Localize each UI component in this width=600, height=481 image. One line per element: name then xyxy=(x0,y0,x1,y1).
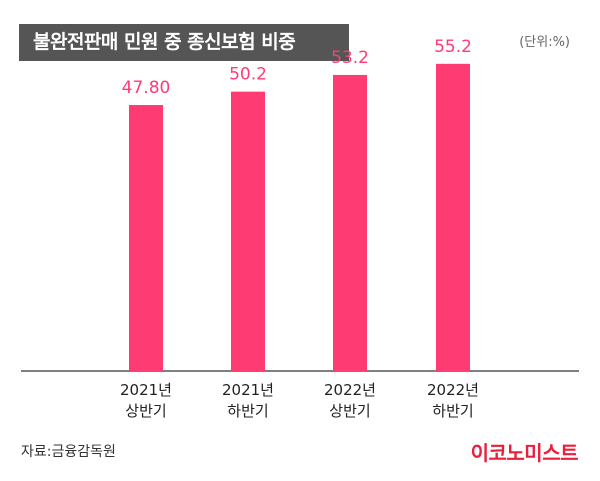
x-tick-half: 상반기 xyxy=(329,402,370,420)
x-tick-year: 2021년 xyxy=(120,381,172,399)
bar-2 xyxy=(231,91,265,372)
unit-label: (단위:%) xyxy=(519,35,570,50)
bar-value-label: 50.2 xyxy=(229,65,267,85)
x-tick-half: 하반기 xyxy=(227,402,268,420)
bar-value-label: 47.80 xyxy=(122,78,171,98)
x-tick-year: 2022년 xyxy=(324,381,376,399)
bar-value-label: 53.2 xyxy=(331,48,369,68)
bar-4 xyxy=(436,63,470,371)
x-tick-year: 2021년 xyxy=(222,381,274,399)
chart-title: 불완전판매 민원 중 종신보험 비중 xyxy=(19,24,349,61)
bar-3 xyxy=(333,74,367,371)
source-note: 자료:금융감독원 xyxy=(21,444,116,460)
x-tick-year: 2022년 xyxy=(427,381,479,399)
x-tick-half: 상반기 xyxy=(125,402,166,420)
bar-value-label: 55.2 xyxy=(434,37,472,57)
bar-1 xyxy=(129,105,163,372)
x-tick-half: 하반기 xyxy=(432,402,473,420)
brand-logo: 이코노미스트 xyxy=(470,441,579,465)
